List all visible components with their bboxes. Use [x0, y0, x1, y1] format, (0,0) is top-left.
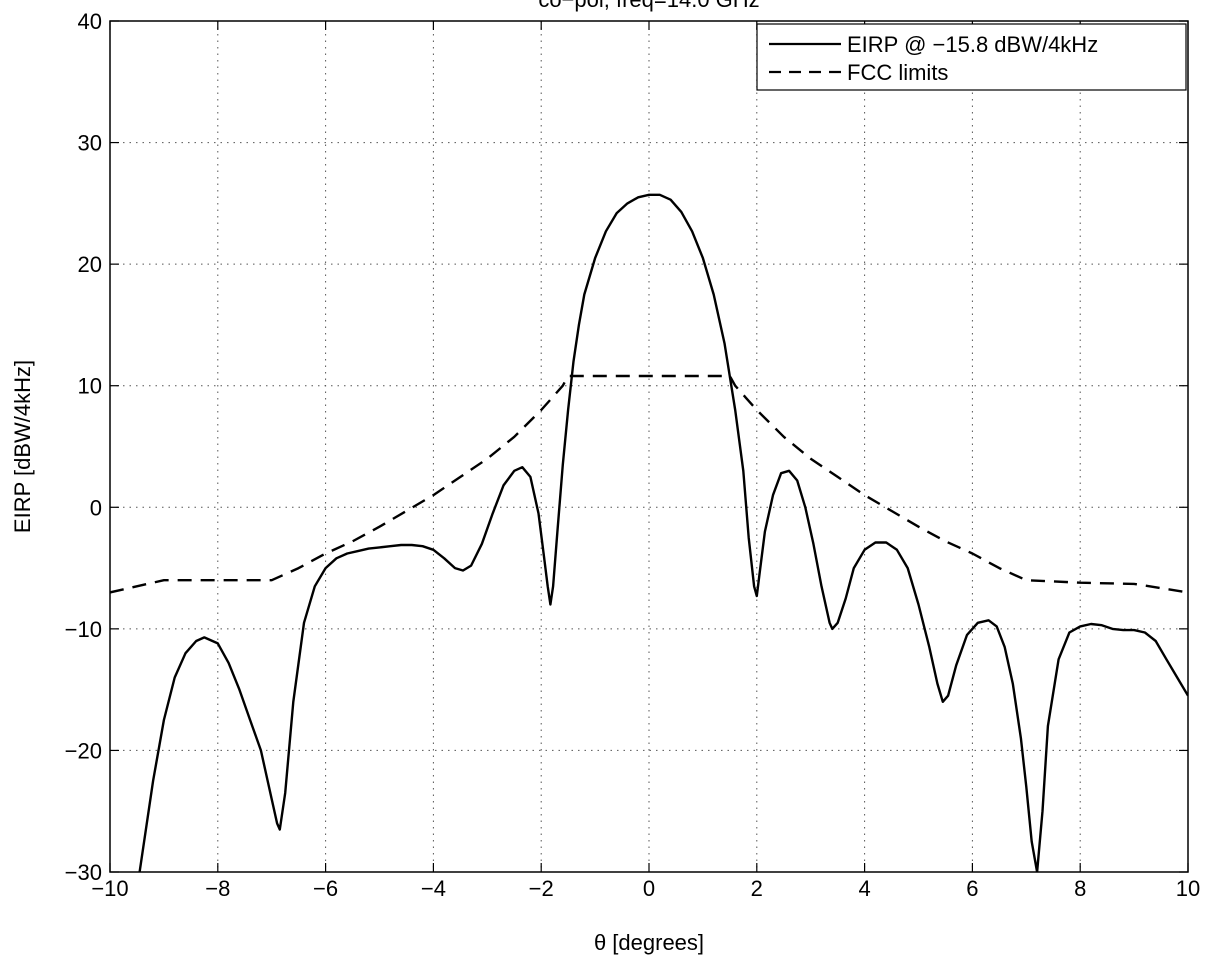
y-tick-label: 20	[78, 252, 102, 277]
x-tick-label: 0	[643, 876, 655, 901]
legend: EIRP @ −15.8 dBW/4kHz FCC limits	[756, 23, 1187, 91]
y-tick-label: −10	[65, 617, 102, 642]
x-tick-label: 4	[858, 876, 870, 901]
series-line-fcc-limits	[110, 374, 1188, 594]
x-tick-label: 8	[1074, 876, 1086, 901]
y-tick-label: −20	[65, 738, 102, 763]
y-tick-label: 10	[78, 374, 102, 399]
y-axis-label: EIRP [dBW/4kHz]	[10, 360, 35, 533]
legend-box	[756, 23, 1187, 91]
x-axis-label: θ [degrees]	[594, 930, 704, 955]
x-tick-label: −8	[205, 876, 230, 901]
y-tick-label: 0	[90, 495, 102, 520]
chart-title: co−pol, freq=14.0 GHz	[538, 0, 759, 12]
legend-label-eirp: EIRP @ −15.8 dBW/4kHz	[847, 32, 1098, 57]
series-line-eirp	[138, 193, 1188, 872]
x-tick-label: 6	[966, 876, 978, 901]
plot-frame	[109, 20, 1189, 873]
grid-lines	[110, 21, 1188, 872]
legend-label-fcc: FCC limits	[847, 60, 948, 85]
x-tick-label: −6	[313, 876, 338, 901]
y-tick-label: 30	[78, 131, 102, 156]
x-tick-label: 2	[751, 876, 763, 901]
x-tick-label: −10	[91, 876, 128, 901]
y-tick-label: 40	[78, 9, 102, 34]
series-layer	[110, 193, 1188, 872]
x-tick-label: −2	[529, 876, 554, 901]
y-tick-label: −30	[65, 860, 102, 885]
x-tick-label: 10	[1176, 876, 1200, 901]
x-tick-label: −4	[421, 876, 446, 901]
